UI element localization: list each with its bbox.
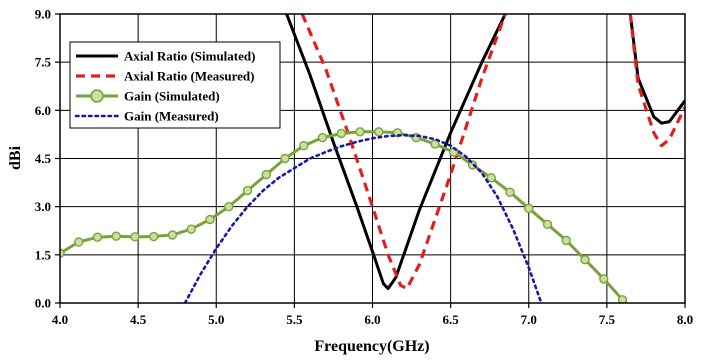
x-tick-label: 7.5 [599, 312, 616, 327]
data-point-gain-simulated [242, 185, 253, 196]
data-point-gain-simulated [186, 224, 196, 234]
ticks: 4.0 4.5 5.0 5.5 6.0 6.5 7.0 7.5 8.0 0.0 1.5 3.0 4.5 6… [35, 7, 693, 328]
x-tick-label: 6.5 [443, 312, 460, 327]
data-point-gain-simulated [317, 132, 328, 143]
x-tick-label: 5.0 [208, 312, 224, 327]
data-point-gain-simulated [205, 214, 215, 225]
y-tick-label: 1.5 [35, 247, 52, 262]
data-point-gain-simulated [167, 230, 178, 240]
data-point-gain-simulated [224, 201, 234, 212]
data-point-gain-simulated [280, 153, 290, 164]
legend-label-axial-ratio-simulated: Axial Ratio (Simulated) [124, 49, 255, 64]
data-point-gain-simulated [299, 140, 309, 151]
data-point-gain-simulated [486, 173, 496, 183]
series-line-axial-ratio-measured [300, 14, 507, 291]
x-tick-label: 4.5 [130, 312, 147, 327]
x-tick-label: 8.0 [677, 312, 693, 327]
y-axis-title: dBi [7, 145, 24, 170]
y-tick-label: 4.5 [35, 151, 52, 166]
data-point-gain-simulated [92, 232, 103, 242]
y-tick-label: 0.0 [35, 296, 51, 311]
data-point-gain-simulated [60, 248, 65, 258]
legend: Axial Ratio (Simulated) Axial Ratio (Meas… [69, 41, 281, 129]
legend-label-axial-ratio-measured: Axial Ratio (Measured) [124, 69, 254, 84]
x-axis-title: Frequency(GHz) [314, 338, 429, 355]
y-tick-label: 7.5 [35, 55, 52, 70]
data-point-gain-simulated [111, 231, 121, 241]
data-point-gain-simulated [580, 254, 590, 265]
x-tick-label: 5.5 [286, 312, 303, 327]
data-point-gain-simulated [599, 274, 609, 284]
data-point-gain-simulated [505, 187, 515, 197]
y-tick-label: 3.0 [35, 199, 51, 214]
data-point-gain-simulated [542, 219, 553, 230]
series-layer [60, 14, 685, 303]
x-tick-label: 6.0 [364, 312, 380, 327]
data-point-gain-simulated [149, 231, 159, 242]
legend-marker-gain-simulated [90, 89, 104, 103]
y-tick-label: 9.0 [35, 7, 51, 22]
data-point-gain-simulated [374, 127, 384, 137]
legend-label-gain-measured: Gain (Measured) [124, 109, 219, 124]
y-tick-label: 6.0 [35, 103, 51, 118]
series-line-gain-measured [183, 133, 543, 303]
x-tick-label: 7.0 [521, 312, 537, 327]
legend-label-gain-simulated: Gain (Simulated) [124, 89, 220, 104]
data-point-gain-simulated [336, 128, 346, 139]
data-point-gain-simulated [561, 235, 571, 246]
series-line-axial-ratio-measured [628, 14, 685, 148]
data-point-gain-simulated [617, 295, 628, 303]
data-point-gain-simulated [130, 232, 140, 242]
data-point-gain-simulated [261, 169, 271, 180]
data-point-gain-simulated [74, 237, 84, 247]
data-point-gain-simulated [430, 139, 440, 149]
data-point-gain-simulated [524, 203, 534, 213]
x-tick-label: 4.0 [52, 312, 68, 327]
data-point-gain-simulated [355, 127, 365, 137]
series-line-axial-ratio-simulated [285, 14, 507, 291]
